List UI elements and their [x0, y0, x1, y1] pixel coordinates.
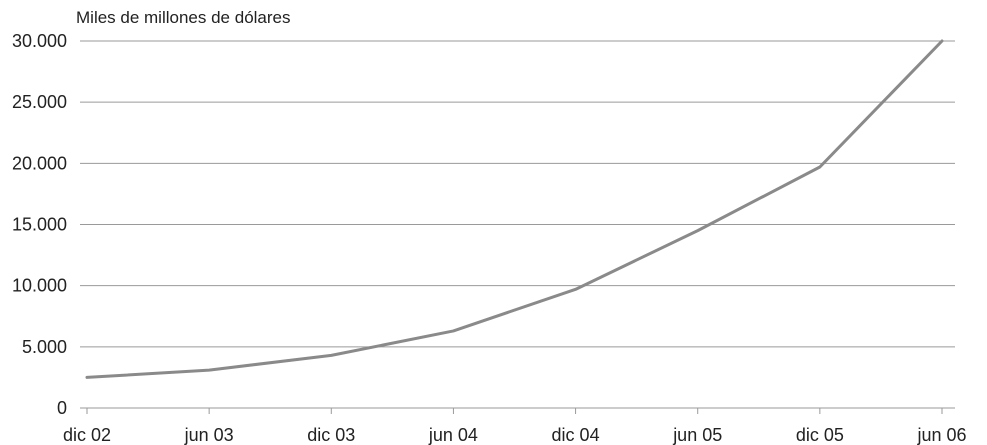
y-axis-ticks: 0 5.000 10.000 15.000 20.000 25.000 30.000 [12, 31, 67, 418]
x-tick-label: jun 06 [916, 425, 966, 445]
y-tick-label: 10.000 [12, 276, 67, 296]
y-tick-label: 15.000 [12, 215, 67, 235]
x-tick-label: dic 04 [552, 425, 600, 445]
series-layer [85, 39, 944, 379]
y-tick-label: 0 [57, 398, 67, 418]
x-tick-label: jun 03 [184, 425, 234, 445]
y-tick-label: 30.000 [12, 31, 67, 51]
unit-label: Miles de millones de dólares [76, 8, 291, 27]
series-line [85, 39, 944, 379]
y-tick-label: 20.000 [12, 153, 67, 173]
x-tick-label: jun 05 [672, 425, 722, 445]
y-tick-label: 5.000 [22, 337, 67, 357]
x-tick-label: jun 04 [428, 425, 478, 445]
x-tick-label: dic 05 [796, 425, 844, 445]
gridlines [80, 40, 955, 348]
x-tick-label: dic 03 [307, 425, 355, 445]
y-tick-label: 25.000 [12, 92, 67, 112]
x-axis-ticks: dic 02 jun 03 dic 03 jun 04 dic 04 jun 05 dic … [63, 408, 967, 445]
x-tick-label: dic 02 [63, 425, 111, 445]
